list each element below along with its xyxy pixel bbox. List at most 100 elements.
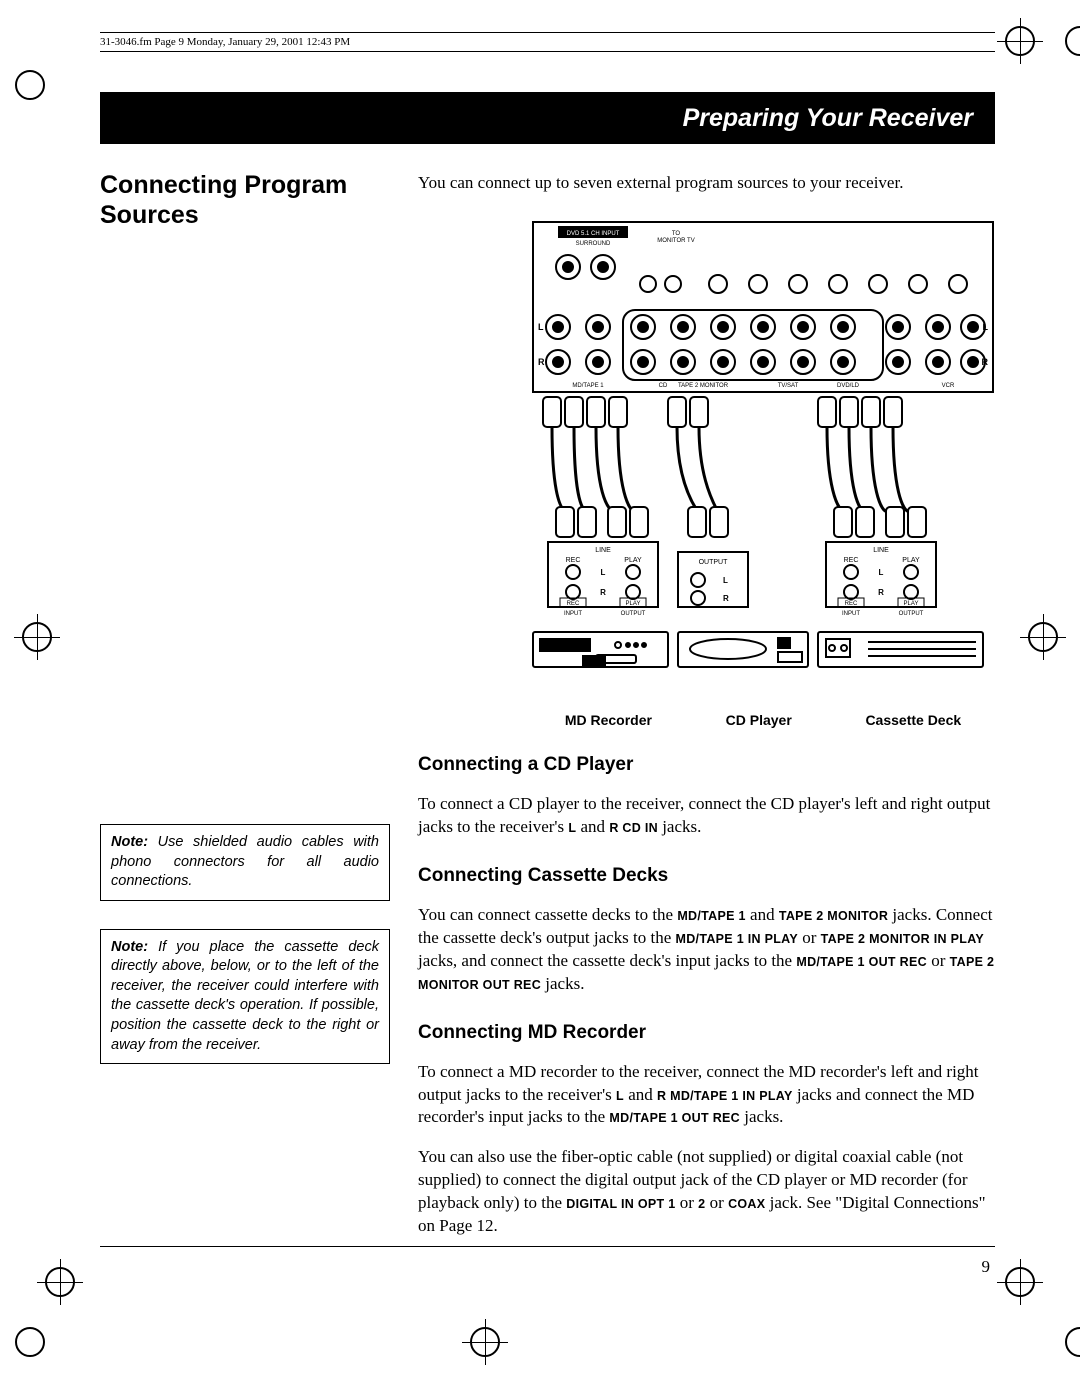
svg-text:R: R	[600, 588, 606, 597]
jack: MD/TAPE 1 OUT REC	[796, 955, 927, 969]
svg-text:CD: CD	[659, 383, 668, 389]
svg-text:MD/TAPE 1: MD/TAPE 1	[572, 383, 604, 389]
text: You can connect cassette decks to the	[418, 905, 677, 924]
diagram-svg: DVD 5.1 CH INPUT SURROUND TO MONITOR TV	[528, 212, 998, 702]
svg-text:L: L	[723, 576, 728, 585]
page: 31-3046.fm Page 9 Monday, January 29, 20…	[0, 0, 1080, 1397]
svg-text:PLAY: PLAY	[904, 601, 919, 607]
text: and	[624, 1085, 657, 1104]
sub3-p2: You can also use the fiber-optic cable (…	[418, 1146, 998, 1238]
svg-text:MONITOR TV: MONITOR TV	[657, 238, 694, 244]
jack: MD/TAPE 1 OUT REC	[609, 1111, 740, 1125]
note-text: If you place the cassette deck directly …	[111, 939, 379, 1053]
text: jacks.	[740, 1107, 783, 1126]
reg-half-icon	[15, 70, 45, 100]
reg-mark-icon	[45, 1267, 75, 1297]
svg-text:TAPE 2 MONITOR: TAPE 2 MONITOR	[678, 383, 729, 389]
jack: R MD/TAPE 1 IN PLAY	[657, 1089, 793, 1103]
svg-text:LINE: LINE	[873, 547, 889, 554]
note-box-1: Note: Use shielded audio cables with pho…	[100, 824, 390, 901]
text: To connect a CD player to the receiver, …	[418, 794, 990, 836]
text: and	[746, 905, 779, 924]
svg-text:PLAY: PLAY	[626, 601, 641, 607]
diagram-label-cd: CD Player	[726, 712, 792, 728]
note-text: Use shielded audio cables with phono con…	[111, 834, 379, 889]
svg-text:DVD/LD: DVD/LD	[837, 383, 860, 389]
text: or	[705, 1193, 728, 1212]
svg-text:R: R	[982, 357, 989, 367]
sub2-heading: Connecting Cassette Decks	[418, 865, 998, 887]
text: jacks.	[541, 974, 584, 993]
svg-text:R: R	[878, 588, 884, 597]
svg-text:OUTPUT: OUTPUT	[899, 611, 924, 617]
sub1-heading: Connecting a CD Player	[418, 754, 998, 776]
svg-text:L: L	[983, 322, 989, 332]
svg-text:REC: REC	[567, 601, 580, 607]
svg-text:VCR: VCR	[942, 383, 955, 389]
svg-text:OUTPUT: OUTPUT	[699, 559, 729, 566]
svg-text:R: R	[723, 594, 729, 603]
text: jacks.	[658, 817, 701, 836]
intro-text: You can connect up to seven external pro…	[418, 172, 998, 195]
reg-mark-icon	[470, 1327, 500, 1357]
svg-text:TV/SAT: TV/SAT	[778, 383, 799, 389]
svg-text:R: R	[538, 357, 545, 367]
text: jacks, and connect the cassette deck's i…	[418, 951, 796, 970]
note-label: Note:	[111, 834, 148, 850]
jack: COAX	[728, 1197, 765, 1211]
reg-half-icon	[1065, 26, 1080, 56]
svg-text:INPUT: INPUT	[842, 611, 860, 617]
page-number: 9	[982, 1257, 991, 1277]
svg-text:DVD 5.1 CH INPUT: DVD 5.1 CH INPUT	[567, 231, 620, 237]
svg-text:SURROUND: SURROUND	[576, 241, 611, 247]
sub1-p1: To connect a CD player to the receiver, …	[418, 793, 998, 839]
jack: DIGITAL IN OPT 1	[566, 1197, 675, 1211]
text: or	[675, 1193, 698, 1212]
svg-text:L: L	[879, 568, 884, 577]
diagram-label-md: MD Recorder	[565, 712, 652, 728]
sub2-p1: You can connect cassette decks to the MD…	[418, 904, 998, 996]
reg-mark-icon	[1005, 1267, 1035, 1297]
framemaker-header: 31-3046.fm Page 9 Monday, January 29, 20…	[100, 32, 995, 52]
svg-text:REC: REC	[844, 557, 859, 564]
footer-rule	[100, 1246, 995, 1247]
svg-text:REC: REC	[845, 601, 858, 607]
diagram-labels: MD Recorder CD Player Cassette Deck	[528, 712, 998, 728]
svg-text:OUTPUT: OUTPUT	[621, 611, 646, 617]
svg-text:REC: REC	[566, 557, 581, 564]
chapter-band: Preparing Your Receiver	[100, 92, 995, 144]
svg-text:CD: CD	[779, 641, 789, 648]
text: and	[576, 817, 609, 836]
svg-text:MD: MD	[589, 659, 600, 666]
svg-text:PLAY: PLAY	[624, 557, 642, 564]
sub3-p1: To connect a MD recorder to the receiver…	[418, 1061, 998, 1130]
jack: R CD IN	[609, 821, 658, 835]
section-heading: Connecting Program Sources	[100, 170, 390, 230]
diagram-label-cassette: Cassette Deck	[865, 712, 961, 728]
left-column: Connecting Program Sources Note: Use shi…	[100, 170, 390, 1255]
spacer	[100, 250, 390, 824]
right-column: You can connect up to seven external pro…	[418, 170, 998, 1255]
svg-text:LINE: LINE	[595, 547, 611, 554]
svg-text:PLAY: PLAY	[902, 557, 920, 564]
note-box-2: Note: If you place the cassette deck dir…	[100, 929, 390, 1064]
svg-text:INPUT: INPUT	[564, 611, 582, 617]
sub3-heading: Connecting MD Recorder	[418, 1022, 998, 1044]
connection-diagram: DVD 5.1 CH INPUT SURROUND TO MONITOR TV	[528, 212, 998, 702]
svg-text:TO: TO	[672, 231, 681, 237]
reg-mark-icon	[22, 622, 52, 652]
svg-text:L: L	[601, 568, 606, 577]
jack: TAPE 2 MONITOR	[779, 909, 888, 923]
jack: MD/TAPE 1	[677, 909, 745, 923]
jack: L	[616, 1089, 624, 1103]
content-columns: Connecting Program Sources Note: Use shi…	[100, 170, 995, 1255]
reg-mark-icon	[1005, 26, 1035, 56]
note-label: Note:	[111, 939, 148, 955]
text: or	[798, 928, 821, 947]
reg-mark-icon	[1028, 622, 1058, 652]
jack: TAPE 2 MONITOR IN PLAY	[821, 932, 984, 946]
chapter-title: Preparing Your Receiver	[683, 104, 973, 133]
text: or	[927, 951, 950, 970]
reg-half-icon	[1065, 1327, 1080, 1357]
jack: MD/TAPE 1 IN PLAY	[676, 932, 798, 946]
